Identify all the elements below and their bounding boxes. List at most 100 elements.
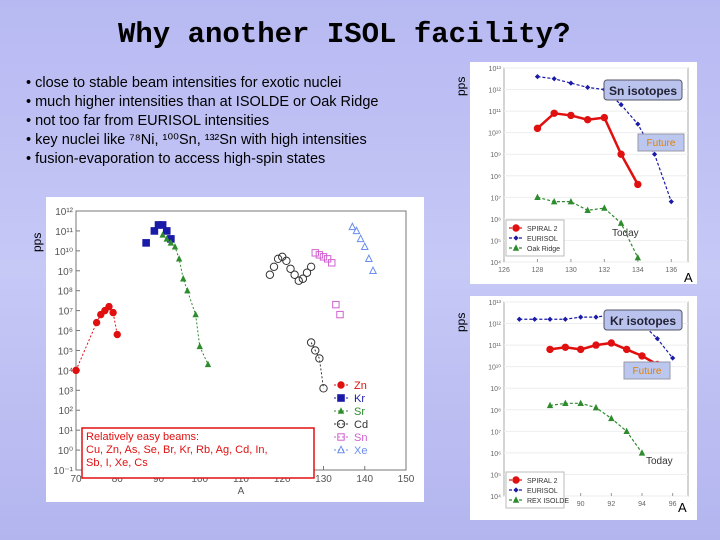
sn-isotopes-chart: 10⁴ 10⁵ 10⁶ 10⁷ 10⁸ 10⁹ 10¹⁰ 10¹¹ 10¹² 10¹³ 126 128…	[488, 66, 689, 274]
data-point-eurisol	[578, 314, 584, 320]
series-line-cd	[310, 342, 324, 389]
bullet-item: • close to stable beam intensities for e…	[26, 75, 342, 91]
y-tick-label: 10¹¹	[489, 109, 502, 116]
data-point-sn	[315, 251, 324, 259]
data-point-oak-ridge	[550, 197, 558, 205]
data-point-rex-isolde	[608, 414, 615, 422]
data-point-rex-isolde	[638, 449, 646, 456]
data-point-rex-isolde	[592, 403, 600, 411]
data-point-kr	[154, 221, 163, 229]
data-point-sr	[180, 275, 187, 282]
data-point-cd	[306, 262, 316, 271]
y-tick-label: 10⁷	[491, 195, 502, 202]
series-line-eurisol	[537, 76, 672, 202]
data-point-eurisol	[618, 102, 624, 108]
x-tick-label: 130	[315, 474, 332, 485]
y-tick-label: 10⁴	[490, 494, 501, 501]
data-point-sr	[184, 286, 191, 294]
y-tick-label: 10⁴	[58, 366, 73, 377]
x-tick-label: 100	[191, 474, 208, 485]
data-point-cd	[282, 256, 291, 266]
data-point-sn	[332, 300, 340, 309]
data-point-cd	[294, 276, 303, 285]
page-title: Why another ISOL facility?	[118, 18, 571, 51]
data-point-cd	[298, 274, 308, 283]
bullet-item: • not too far from EURISOL intensities	[26, 113, 270, 129]
data-point-cd	[265, 270, 275, 279]
data-point-sr	[159, 231, 166, 238]
y-tick-label: 10⁶	[490, 451, 501, 458]
y-tick-label: 10⁶	[58, 327, 73, 338]
left-y-axis-label: pps	[30, 232, 44, 252]
data-point-zn	[105, 302, 113, 311]
x-tick-label: 110	[233, 474, 249, 485]
data-point-cd	[302, 268, 312, 277]
data-point-spiral-2	[622, 345, 631, 354]
y-tick-label: 10¹²	[55, 207, 73, 218]
stable-beams-chart: 10⁻¹ 10⁰ 10¹ 10² 10³ 10⁴ 10⁵ 10⁶ 10⁷ 10⁸ 10⁹ 10¹⁰ 10…	[53, 207, 415, 497]
series-line-zn	[75, 305, 118, 371]
y-tick-label: 10⁴	[490, 260, 501, 267]
bullet-item: • much higher intensities than at ISOLDE…	[26, 94, 379, 110]
data-point-sr	[171, 243, 179, 250]
data-point-xe	[364, 253, 373, 263]
data-point-xe	[348, 222, 357, 231]
annotation-line: Cu, Zn, As, Se, Br, Kr, Rb, Ag, Cd, In,	[86, 444, 268, 456]
legend-marker	[337, 433, 345, 441]
data-point-sn	[336, 310, 344, 319]
legend-marker	[336, 419, 346, 429]
data-point-spiral-2	[617, 150, 625, 158]
legend-marker	[513, 487, 519, 493]
data-point-cd	[315, 354, 324, 363]
legend-label: Xe	[354, 445, 367, 457]
x-axis-title: A	[238, 486, 245, 497]
data-point-spiral-2	[561, 343, 570, 351]
future-box	[637, 133, 685, 152]
y-tick-label: 10¹⁰	[488, 364, 501, 372]
legend-marker	[512, 224, 520, 232]
legend-marker	[337, 407, 345, 414]
x-tick-label: 128	[532, 267, 544, 274]
y-tick-label: 10¹¹	[489, 343, 502, 350]
data-point-sr	[192, 310, 199, 318]
data-point-eurisol	[668, 199, 674, 205]
data-point-oak-ridge	[534, 193, 541, 201]
data-point-eurisol	[532, 316, 538, 322]
x-tick-label: 130	[565, 267, 577, 274]
legend-label: EURISOL	[527, 488, 558, 495]
kr-x-axis-label: A	[678, 500, 687, 515]
y-tick-label: 10⁹	[490, 386, 501, 393]
data-point-sr	[167, 239, 175, 246]
y-tick-label: 10¹⁰	[488, 130, 501, 138]
legend-marker	[337, 394, 345, 402]
y-tick-label: 10⁶	[490, 217, 501, 224]
sn-y-axis-label: pps	[454, 76, 468, 96]
y-tick-label: 10¹³	[489, 300, 502, 307]
data-point-spiral-2	[634, 180, 642, 189]
x-tick-label: 134	[632, 267, 644, 274]
x-tick-label: 90	[577, 501, 585, 508]
legend-box	[332, 377, 384, 459]
chart-title-box	[603, 79, 683, 101]
chart-title: Kr isotopes	[610, 314, 676, 328]
bullet-item: • key nuclei like ⁷⁸Ni, ¹⁰⁰Sn, ¹³²Sn wit…	[26, 132, 367, 148]
data-point-sr	[163, 235, 170, 242]
legend-label: Sr	[354, 406, 365, 418]
y-tick-label: 10⁸	[58, 287, 73, 298]
data-point-kr	[167, 235, 175, 243]
x-tick-label: 132	[599, 267, 611, 274]
data-point-kr	[142, 239, 150, 247]
data-point-eurisol	[585, 84, 591, 90]
data-point-xe	[352, 226, 361, 235]
legend-label: Oak Ridge	[527, 246, 560, 253]
y-tick-label: 10⁹	[490, 152, 501, 159]
data-point-spiral-2	[607, 339, 616, 347]
data-point-rex-isolde	[562, 399, 569, 407]
x-tick-label: 70	[70, 474, 82, 485]
y-tick-label: 10⁵	[490, 472, 501, 479]
data-point-spiral-2	[533, 124, 542, 133]
legend-marker	[512, 244, 520, 251]
today-label: Today	[646, 456, 673, 467]
data-point-sr	[204, 360, 212, 368]
y-tick-label: 10²	[59, 406, 74, 417]
